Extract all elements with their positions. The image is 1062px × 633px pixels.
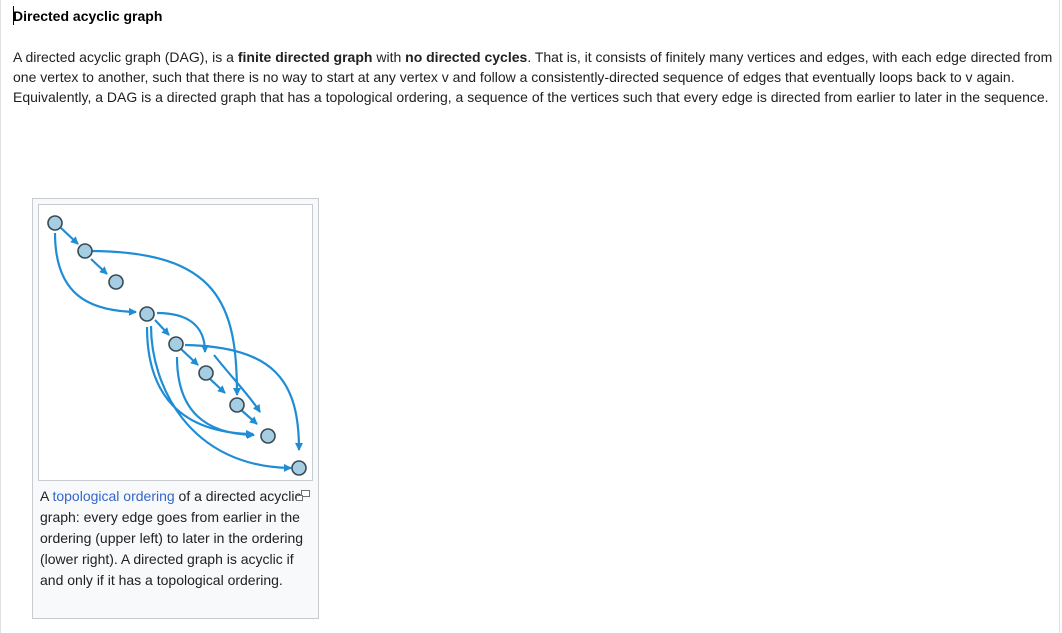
- edge-5-6: [180, 348, 199, 366]
- edge-6-8: [213, 354, 261, 413]
- node-9: [291, 460, 307, 476]
- intro-bold-no-directed-cycles: no directed cycles: [405, 49, 528, 65]
- page-title: Directed acyclic graph: [13, 8, 163, 24]
- node-6: [198, 365, 214, 381]
- edge-7-8: [239, 408, 258, 425]
- edge-2-3: [90, 258, 108, 275]
- edge-5-8: [175, 356, 255, 439]
- node-3: [108, 274, 124, 290]
- dag-svg: [47, 215, 307, 476]
- figure-thumbnail: A topological ordering of a directed acy…: [32, 198, 319, 619]
- dag-diagram[interactable]: [38, 204, 313, 481]
- node-1: [47, 215, 63, 231]
- intro-paragraph: A directed acyclic graph (DAG), is a fin…: [13, 47, 1053, 107]
- node-7: [229, 397, 245, 413]
- edge-5-9: [184, 343, 303, 451]
- node-8: [260, 428, 276, 444]
- caption-text-post: of a directed acyclic graph: every edge …: [40, 488, 304, 588]
- intro-text-1: A directed acyclic graph (DAG), is a: [13, 49, 238, 65]
- edge-2-7: [88, 249, 241, 396]
- intro-text-2: with: [372, 49, 406, 65]
- edge-4-6: [156, 311, 209, 353]
- edge-1-4: [53, 232, 137, 316]
- caption-text-pre: A: [40, 488, 53, 504]
- node-4: [139, 306, 155, 322]
- figure-caption: A topological ordering of a directed acy…: [40, 486, 310, 591]
- topological-ordering-link[interactable]: topological ordering: [52, 488, 175, 504]
- intro-text-3: . That is, it consists of finitely many …: [13, 49, 1053, 105]
- edge-6-7: [208, 377, 226, 394]
- text-cursor: [13, 6, 14, 25]
- edge-4-9: [149, 325, 292, 472]
- node-5: [168, 336, 184, 352]
- magnify-clip-icon[interactable]: [295, 489, 311, 503]
- edge-1-2: [60, 227, 79, 245]
- edge-4-5: [154, 319, 170, 336]
- intro-bold-finite-directed-graph: finite directed graph: [237, 49, 373, 65]
- node-2: [77, 243, 93, 259]
